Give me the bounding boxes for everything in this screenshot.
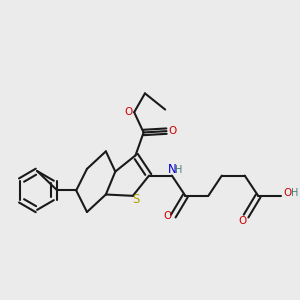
Text: O: O bbox=[168, 126, 177, 136]
Text: O: O bbox=[163, 211, 172, 221]
Text: N: N bbox=[168, 163, 177, 176]
Text: H: H bbox=[175, 165, 182, 175]
Text: H: H bbox=[292, 188, 299, 198]
Text: S: S bbox=[132, 193, 140, 206]
Text: O: O bbox=[124, 107, 132, 117]
Text: O: O bbox=[238, 216, 246, 226]
Text: O: O bbox=[283, 188, 291, 198]
